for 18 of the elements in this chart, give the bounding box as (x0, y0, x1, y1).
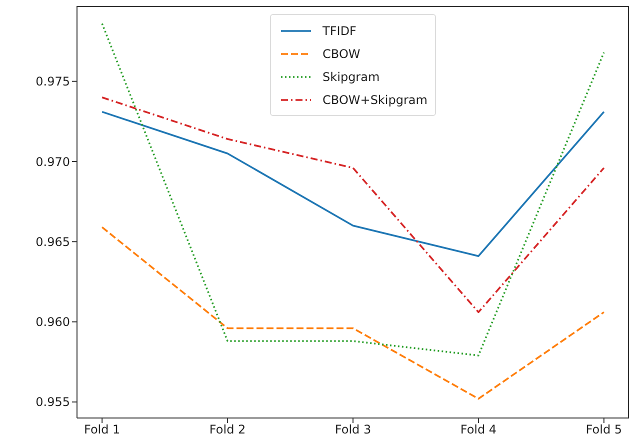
x-tick-label: Fold 3 (334, 422, 372, 437)
x-tick-label: Fold 1 (84, 422, 120, 437)
legend-label: CBOW (322, 46, 360, 60)
x-tick-label: Fold 5 (586, 422, 622, 437)
legend-label: CBOW+Skipgram (322, 92, 428, 106)
legend-label: TFIDF (322, 24, 356, 38)
line-series (101, 226, 605, 400)
y-tick-label: 0.960 (36, 315, 70, 330)
x-tick-label: Fold 4 (460, 422, 497, 437)
x-tick-label: Fold 2 (209, 422, 246, 437)
line-series (101, 22, 605, 356)
line-series (101, 96, 605, 314)
y-tick-label: 0.975 (36, 74, 70, 89)
y-tick-label: 0.965 (36, 234, 70, 249)
y-tick-label: 0.970 (36, 154, 70, 169)
legend-label: Skipgram (322, 70, 380, 84)
y-tick-label: 0.955 (36, 395, 70, 410)
line-series (101, 110, 605, 257)
